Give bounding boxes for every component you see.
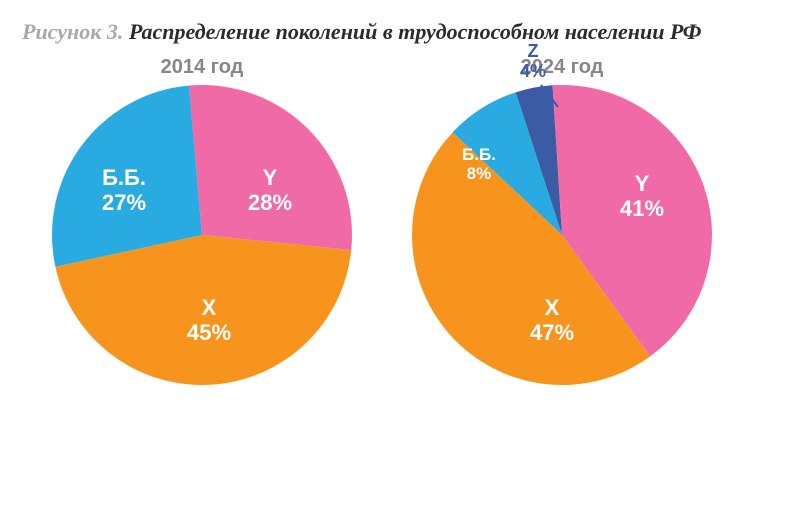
pie-2014-slice-Y	[189, 85, 352, 250]
pie-2024: Z 4%Y 41%X 47%Б.Б. 8%	[412, 85, 712, 385]
chart-col-2024: 2024 год Z 4%Y 41%X 47%Б.Б. 8%	[412, 56, 712, 385]
figure-title-prefix: Рисунок 3.	[22, 19, 129, 44]
pie-2014-svg	[52, 85, 352, 385]
figure-title-main: Распределение поколений в трудоспособном…	[129, 19, 702, 44]
charts-row: 2014 год Y 28%X 45%Б.Б. 27% 2024 год Z 4…	[22, 56, 771, 385]
page-root: Рисунок 3. Распределение поколений в тру…	[0, 0, 793, 506]
pie-2014: Y 28%X 45%Б.Б. 27%	[52, 85, 352, 385]
pie-2024-svg	[412, 85, 712, 385]
chart-subtitle-2014: 2014 год	[161, 56, 244, 79]
chart-col-2014: 2014 год Y 28%X 45%Б.Б. 27%	[52, 56, 352, 385]
pie-2014-slice-Б.Б.	[52, 85, 202, 266]
chart-subtitle-2024: 2024 год	[521, 56, 604, 79]
figure-title: Рисунок 3. Распределение поколений в тру…	[22, 18, 771, 46]
pie-2014-slice-X	[55, 235, 351, 385]
